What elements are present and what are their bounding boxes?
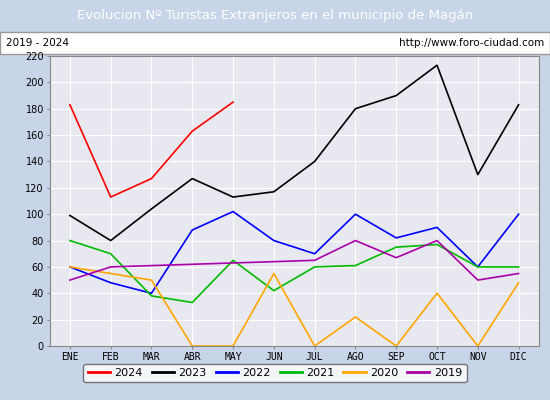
- Legend: 2024, 2023, 2022, 2021, 2020, 2019: 2024, 2023, 2022, 2021, 2020, 2019: [84, 364, 466, 382]
- Text: 2019 - 2024: 2019 - 2024: [6, 38, 69, 48]
- Text: Evolucion Nº Turistas Extranjeros en el municipio de Magán: Evolucion Nº Turistas Extranjeros en el …: [77, 10, 473, 22]
- Text: http://www.foro-ciudad.com: http://www.foro-ciudad.com: [399, 38, 544, 48]
